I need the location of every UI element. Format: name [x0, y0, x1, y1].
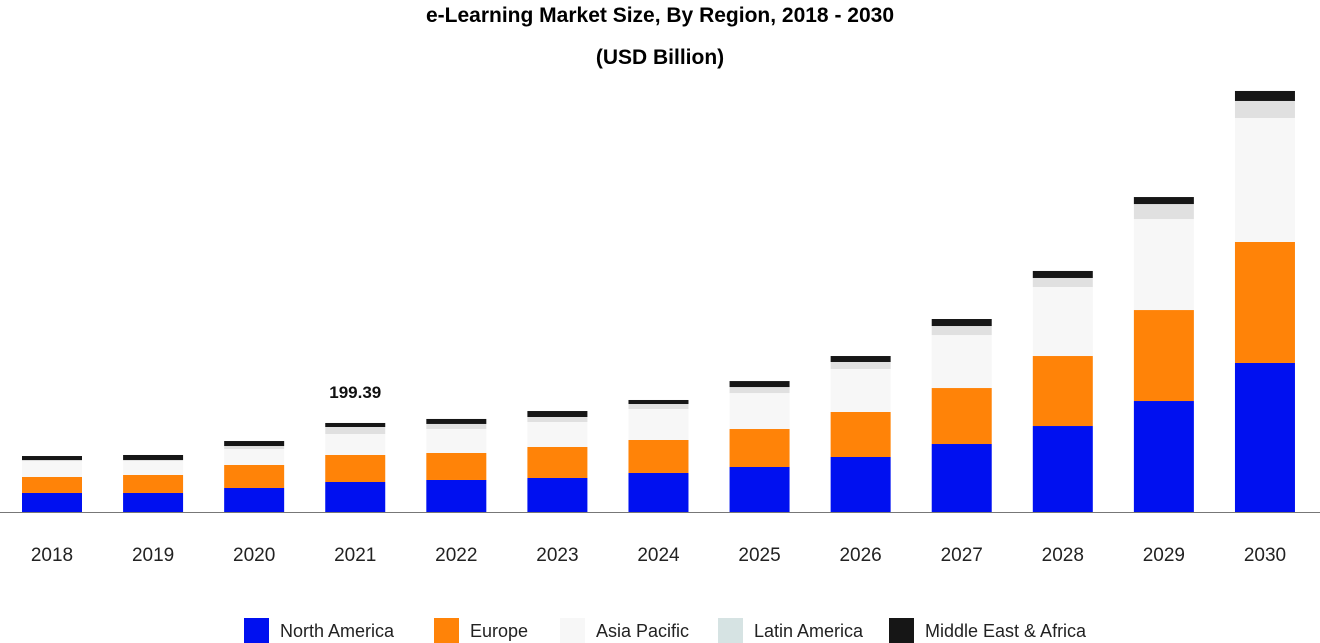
legend-label: Latin America [754, 621, 864, 641]
bar-segment-asia-pacific-2030 [1234, 117, 1295, 242]
bar-segment-north-america-2018 [22, 492, 82, 512]
bar-segment-north-america-2029 [1133, 401, 1194, 512]
bar-segment-latin-america-2020 [224, 446, 285, 450]
bar-segment-north-america-2021 [325, 482, 386, 512]
bar-segment-middle-east-africa-2025 [729, 381, 790, 388]
chart-title: e-Learning Market Size, By Region, 2018 … [426, 4, 894, 27]
bar-segment-latin-america-2024 [628, 404, 689, 410]
bar-segment-latin-america-2028 [1032, 277, 1093, 287]
bar-segment-middle-east-africa-2018 [22, 456, 82, 461]
legend-label: North America [280, 621, 395, 641]
bar-segment-latin-america-2027 [931, 326, 992, 336]
x-tick-label: 2021 [334, 545, 376, 566]
x-tick-label: 2023 [536, 545, 578, 566]
bar-segment-north-america-2022 [426, 479, 487, 512]
chart-subtitle: (USD Billion) [596, 46, 724, 69]
x-tick-label: 2028 [1042, 545, 1084, 566]
bar-segment-latin-america-2029 [1133, 204, 1194, 220]
bar-segment-north-america-2028 [1032, 426, 1093, 512]
bar-segment-asia-pacific-2026 [830, 369, 891, 412]
x-tick-label: 2027 [941, 545, 983, 566]
bar-segment-latin-america-2030 [1234, 100, 1295, 118]
x-tick-label: 2020 [233, 545, 275, 566]
x-tick-label: 2018 [31, 545, 73, 566]
bar-segment-latin-america-2025 [729, 387, 790, 394]
bar-segment-latin-america-2026 [830, 362, 891, 370]
bar-segment-north-america-2020 [224, 487, 285, 512]
bar-segment-asia-pacific-2022 [426, 428, 487, 453]
bar-segment-north-america-2027 [931, 444, 992, 512]
bar-segment-asia-pacific-2019 [123, 460, 184, 475]
bar-segment-europe-2028 [1032, 356, 1093, 427]
bar-segment-middle-east-africa-2028 [1032, 270, 1093, 278]
bar-segment-latin-america-2023 [527, 417, 588, 422]
bar-segment-middle-east-africa-2024 [628, 399, 689, 405]
bar-segment-asia-pacific-2021 [325, 434, 386, 455]
legend-item: Europe [434, 618, 528, 643]
x-tick-label: 2029 [1143, 545, 1185, 566]
bar-segment-middle-east-africa-2019 [123, 454, 184, 460]
data-label: 199.39 [329, 383, 381, 402]
bar-segment-asia-pacific-2024 [628, 409, 689, 440]
bar-segment-middle-east-africa-2027 [931, 319, 992, 327]
bar-segment-north-america-2019 [123, 492, 184, 512]
bar-segment-europe-2018 [22, 477, 82, 493]
legend-swatch [244, 618, 269, 643]
legend-label: Europe [470, 621, 528, 641]
bar-segment-europe-2021 [325, 454, 386, 482]
x-tick-label: 2024 [637, 545, 680, 566]
bar-segment-europe-2022 [426, 452, 487, 480]
bar-segment-europe-2024 [628, 439, 689, 473]
bar-segment-asia-pacific-2029 [1133, 219, 1194, 311]
bar-segment-north-america-2024 [628, 472, 689, 512]
bar-segment-middle-east-africa-2030 [1234, 90, 1295, 101]
legend-swatch [889, 618, 914, 643]
bar-segment-europe-2023 [527, 447, 588, 478]
x-tick-label: 2026 [839, 545, 881, 566]
bar-segment-middle-east-africa-2021 [325, 422, 386, 427]
bar-segment-europe-2026 [830, 412, 891, 457]
x-tick-label: 2030 [1244, 545, 1286, 566]
bar-segment-latin-america-2022 [426, 423, 487, 429]
bar-segment-europe-2027 [931, 388, 992, 445]
bar-segment-asia-pacific-2027 [931, 335, 992, 389]
bar-segment-north-america-2023 [527, 477, 588, 512]
legend-item: Middle East & Africa [889, 618, 1087, 643]
bar-segment-middle-east-africa-2023 [527, 411, 588, 417]
bar-segment-europe-2029 [1133, 310, 1194, 402]
bar-segment-latin-america-2021 [325, 427, 386, 435]
bar-segment-latin-america-2019 [123, 459, 184, 461]
x-tick-label: 2025 [738, 545, 780, 566]
bar-segment-north-america-2030 [1234, 362, 1295, 512]
bar-segment-europe-2019 [123, 474, 184, 493]
bar-segment-latin-america-2018 [22, 460, 82, 462]
bar-segment-middle-east-africa-2029 [1133, 197, 1194, 205]
bar-segment-north-america-2025 [729, 467, 790, 512]
bar-segment-middle-east-africa-2026 [830, 356, 891, 362]
legend-item: Asia Pacific [560, 618, 689, 643]
legend-item: North America [244, 618, 395, 643]
legend-label: Asia Pacific [596, 621, 689, 641]
x-tick-label: 2019 [132, 545, 174, 566]
bar-segment-north-america-2026 [830, 457, 891, 512]
bar-segment-asia-pacific-2025 [729, 393, 790, 430]
bar-segment-europe-2025 [729, 429, 790, 467]
x-tick-label: 2022 [435, 545, 477, 566]
legend-item: Latin America [718, 618, 864, 643]
bar-segment-middle-east-africa-2022 [426, 418, 487, 424]
bar-segment-europe-2020 [224, 464, 285, 488]
bar-segment-asia-pacific-2028 [1032, 287, 1093, 357]
legend-swatch [560, 618, 585, 643]
legend-label: Middle East & Africa [925, 621, 1087, 641]
bar-segment-asia-pacific-2020 [224, 449, 285, 465]
bar-segment-middle-east-africa-2020 [224, 441, 285, 447]
legend-swatch [718, 618, 743, 643]
bar-segment-asia-pacific-2023 [527, 422, 588, 447]
bar-segment-europe-2030 [1234, 242, 1295, 363]
legend-swatch [434, 618, 459, 643]
bar-segment-asia-pacific-2018 [22, 461, 82, 477]
